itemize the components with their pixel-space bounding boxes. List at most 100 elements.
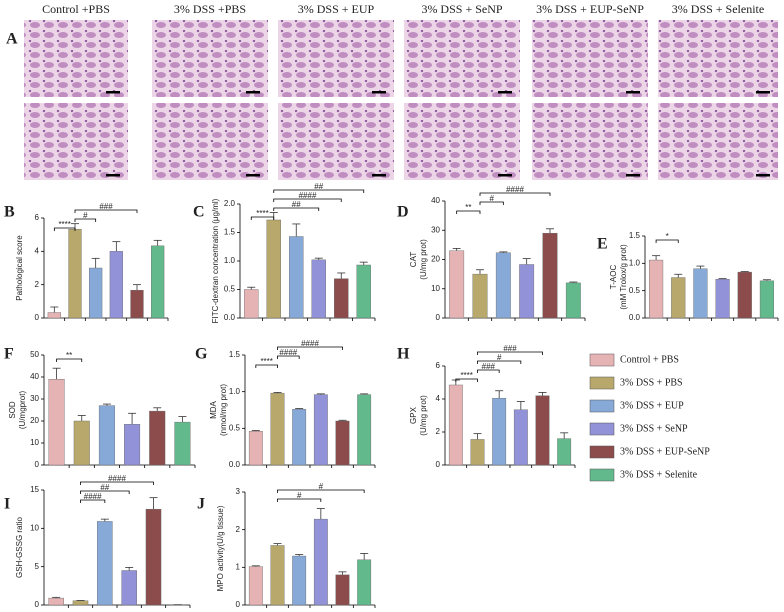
bar — [449, 250, 465, 319]
scale-bar — [106, 174, 120, 177]
y-tick-label: 40 — [30, 372, 39, 381]
bar — [311, 259, 326, 319]
y-tick-label: 20 — [30, 416, 39, 425]
y-tick-label: 0.0 — [229, 460, 241, 469]
bar — [334, 278, 349, 319]
significance-bracket — [273, 189, 365, 193]
bar — [248, 566, 263, 606]
significance-label: ### — [99, 202, 113, 211]
histology-image — [532, 103, 648, 180]
y-tick-label: 1.5 — [629, 231, 641, 240]
histology-image — [24, 20, 128, 97]
histology-image — [278, 103, 394, 180]
histology-images — [24, 20, 778, 180]
y-tick-label: 6 — [436, 361, 441, 370]
y-axis-label: T-AOC(mM Trolox/g prot) — [609, 244, 628, 310]
histology-image — [532, 20, 648, 97]
bar — [715, 278, 730, 319]
bar — [542, 232, 558, 319]
bar — [145, 508, 162, 606]
column-label: 3% DSS + EUP — [298, 2, 375, 16]
y-tick-label: 30 — [431, 225, 440, 234]
significance-label: **** — [260, 357, 272, 366]
y-tick-label: 2 — [436, 427, 441, 436]
y-tick-label: 40 — [431, 196, 440, 205]
scale-bar — [626, 174, 640, 177]
y-tick-label: 6 — [35, 213, 40, 222]
scale-bar — [246, 174, 260, 177]
histology-image — [404, 20, 520, 97]
significance-label: ### — [482, 362, 496, 371]
y-tick-label: 1.0 — [229, 387, 241, 396]
panel-letter: H — [397, 346, 410, 363]
significance-bracket — [477, 351, 543, 355]
bar — [292, 409, 307, 466]
significance-bracket — [277, 346, 343, 350]
bar — [151, 245, 165, 319]
histology-image — [658, 20, 778, 97]
y-axis-label: Pathological score — [15, 235, 24, 301]
bar — [270, 392, 285, 466]
significance-bracket — [74, 209, 138, 213]
bar — [289, 236, 304, 319]
histology-image — [24, 103, 128, 180]
y-axis-label: MPO activity(U/g tissue) — [216, 505, 225, 591]
y-tick-label: 2 — [35, 280, 40, 289]
y-tick-label: 20 — [431, 255, 440, 264]
bar — [292, 555, 307, 606]
bar — [48, 597, 64, 606]
y-tick-label: 4 — [35, 246, 40, 255]
legend-label: 3% DSS + EUP — [620, 400, 684, 411]
bar — [313, 394, 328, 466]
legend-swatch — [589, 353, 615, 367]
column-label: Control +PBS — [42, 2, 110, 16]
bar — [109, 251, 123, 319]
bar — [535, 395, 550, 466]
legend-swatch — [589, 399, 615, 413]
significance-bracket — [80, 481, 154, 485]
bar — [495, 252, 511, 319]
bar — [513, 409, 528, 466]
y-tick-label: 3 — [236, 487, 241, 496]
y-tick-label: 10 — [431, 284, 440, 293]
y-tick-label: 0 — [436, 460, 441, 469]
y-tick-label: 5 — [35, 562, 40, 571]
panel-letter: D — [397, 204, 409, 221]
bar — [649, 259, 664, 319]
panel-letter: B — [4, 204, 15, 221]
y-axis-label: FITC-dextran concentration (μg/ml) — [211, 198, 220, 323]
column-label: 3% DSS +PBS — [174, 2, 246, 16]
y-tick-label: 0 — [35, 600, 40, 609]
bar — [48, 379, 65, 466]
scale-bar — [498, 174, 512, 177]
bar — [98, 405, 115, 466]
significance-bracket — [273, 207, 320, 211]
panel-letter: I — [4, 496, 10, 513]
y-tick-label: 30 — [30, 394, 39, 403]
y-tick-label: 1.0 — [224, 256, 236, 265]
significance-bracket — [255, 364, 278, 368]
significance-bracket — [655, 239, 679, 243]
legend-swatch — [589, 468, 615, 482]
significance-label: # — [489, 194, 494, 203]
significance-bracket — [479, 192, 551, 196]
panel-letter: E — [597, 236, 608, 253]
histology-image — [658, 103, 778, 180]
legend-label: 3% DSS + EUP-SeNP — [620, 446, 710, 457]
bar — [519, 264, 535, 319]
bar — [270, 545, 285, 606]
y-tick-label: 2.0 — [224, 199, 236, 208]
y-tick-label: 0 — [436, 313, 441, 322]
y-tick-label: 0 — [236, 600, 241, 609]
bar — [565, 282, 581, 319]
bar — [244, 289, 259, 319]
bar — [448, 384, 463, 466]
bar — [759, 280, 774, 319]
y-tick-label: 0.5 — [229, 423, 241, 432]
legend-swatch — [589, 422, 615, 436]
bar — [671, 277, 686, 319]
legend-label: Control + PBS — [620, 354, 679, 365]
y-tick-label: 15 — [30, 485, 39, 494]
bar — [149, 410, 166, 466]
